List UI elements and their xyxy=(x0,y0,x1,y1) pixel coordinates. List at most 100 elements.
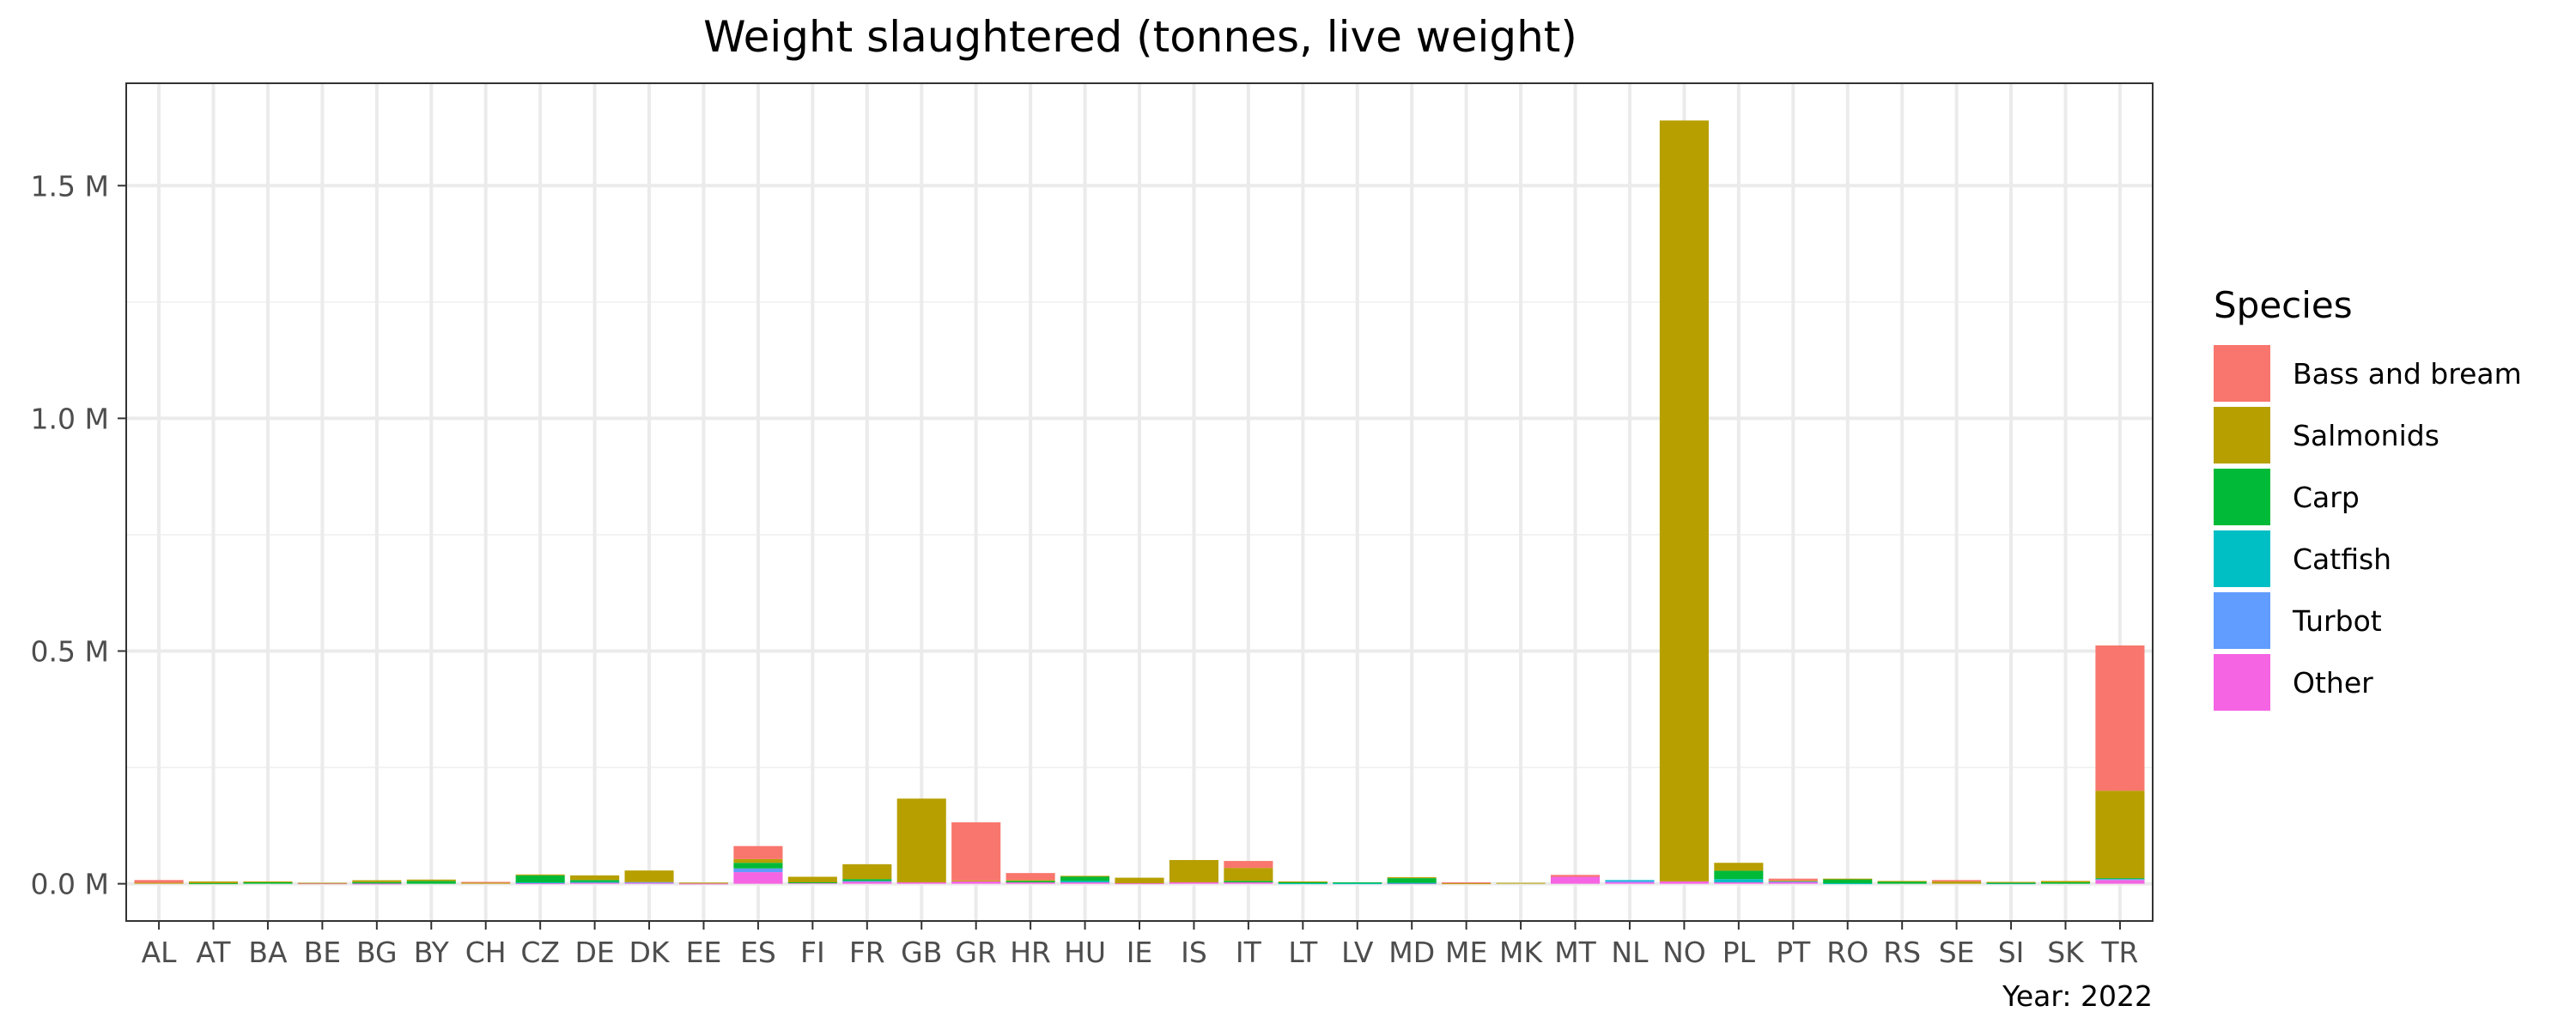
x-tick-label: NO xyxy=(1662,936,1706,969)
legend-title: Species xyxy=(2214,284,2353,326)
legend: Species Bass and bream Salmonids Carp Catfi… xyxy=(2214,284,2522,711)
bar-segment xyxy=(1442,883,1492,885)
bar-segment xyxy=(1550,876,1601,884)
bar-segment xyxy=(1224,861,1273,869)
bar-segment xyxy=(1005,881,1055,882)
bar-segment xyxy=(134,880,184,883)
x-tick-label: RS xyxy=(1883,936,1921,969)
bar-segment xyxy=(1714,882,1764,884)
bar-segment xyxy=(842,863,892,880)
bar-segment xyxy=(1387,878,1437,883)
bar-segment xyxy=(2095,645,2145,791)
bar-segment xyxy=(1333,882,1382,884)
x-tick-label: IS xyxy=(1181,936,1207,969)
x-tick-label: DK xyxy=(629,936,671,969)
x-tick-label: HR xyxy=(1010,936,1051,969)
legend-label: Other xyxy=(2293,666,2373,700)
bar-segment xyxy=(2095,879,2145,881)
bar-segment xyxy=(1115,877,1164,884)
bar-segment xyxy=(787,882,837,884)
bar-segment xyxy=(1768,882,1818,884)
bar-segment xyxy=(842,879,892,882)
x-tick-label: EE xyxy=(686,936,722,969)
grid-layer xyxy=(126,83,2153,921)
bar-segment xyxy=(1714,863,1764,871)
legend-key xyxy=(2214,407,2270,464)
x-tick-label: PT xyxy=(1776,936,1811,969)
x-tick-label: LT xyxy=(1288,936,1318,969)
legend-label: Bass and bream xyxy=(2293,357,2522,391)
x-tick-label: HU xyxy=(1064,936,1106,969)
x-tick-label: DE xyxy=(574,936,614,969)
x-tick-label: SK xyxy=(2047,936,2085,969)
x-tick-label: BE xyxy=(304,936,342,969)
bar-segment xyxy=(1442,882,1492,884)
bar-segment xyxy=(2040,881,2091,882)
bar-segment xyxy=(1714,870,1764,880)
bar-segment xyxy=(1823,878,1873,880)
bar-segment xyxy=(842,881,892,882)
y-tick-label: 1.5 M xyxy=(31,169,109,203)
bar-segment xyxy=(1005,873,1055,881)
bar-segment xyxy=(624,882,674,884)
x-axis: AL AT BA BE BG BY CH CZ DE DK EE ES FI FR GB GR HR HU IE IS… xyxy=(142,921,2138,969)
bar-segment xyxy=(1169,882,1218,884)
bar-segment xyxy=(1605,882,1655,884)
bar-segment xyxy=(787,876,837,882)
bar-segment xyxy=(1496,882,1546,884)
bar-segment xyxy=(733,863,783,869)
bar-segment xyxy=(896,882,946,884)
legend-label: Catfish xyxy=(2293,542,2391,576)
bar-segment xyxy=(515,875,565,882)
chart-title: Weight slaughtered (tonnes, live weight) xyxy=(703,12,1577,62)
bar-segment xyxy=(1986,882,2036,884)
bar-segment xyxy=(1224,881,1273,882)
bar-segment xyxy=(1605,881,1655,882)
bar-segment xyxy=(352,883,402,885)
x-tick-label: CH xyxy=(465,936,507,969)
x-tick-label: AL xyxy=(142,936,178,969)
bar-segment xyxy=(678,883,729,885)
bar-segment xyxy=(1224,882,1273,884)
x-tick-label: NL xyxy=(1611,936,1649,969)
bar-segment xyxy=(188,883,239,885)
bar-segment xyxy=(951,822,1001,881)
bar-segment xyxy=(515,883,565,885)
bar-segment xyxy=(1387,877,1437,879)
legend-key xyxy=(2214,530,2270,587)
y-tick-label: 0.5 M xyxy=(31,635,109,669)
bar-segment xyxy=(1387,882,1437,884)
bar-segment xyxy=(297,882,347,884)
bar-segment xyxy=(896,798,946,882)
x-tick-label: FI xyxy=(800,936,825,969)
bar-segment xyxy=(515,882,565,884)
bar-segment xyxy=(1278,882,1327,884)
bar-segment xyxy=(570,880,620,882)
bar-segment xyxy=(406,879,456,882)
bar-segment xyxy=(2040,882,2091,884)
bar-segment xyxy=(515,874,565,876)
x-tick-label: IE xyxy=(1127,936,1153,969)
x-tick-label: CZ xyxy=(520,936,560,969)
bar-segment xyxy=(1932,880,1982,882)
bar-segment xyxy=(678,882,729,884)
x-tick-label: ME xyxy=(1445,936,1487,969)
x-tick-label: LV xyxy=(1341,936,1374,969)
bar-segment xyxy=(1605,880,1655,882)
bar-segment xyxy=(1877,881,1927,884)
chart-caption: Year: 2022 xyxy=(2002,979,2153,1013)
bar-segment xyxy=(134,882,184,884)
bar-segment xyxy=(733,868,783,873)
x-tick-label: GB xyxy=(901,936,942,969)
bar-segment xyxy=(733,845,783,859)
bar-segment xyxy=(951,881,1001,884)
x-tick-label: MT xyxy=(1554,936,1596,969)
x-tick-label: MD xyxy=(1388,936,1435,969)
bar-segment xyxy=(951,880,1001,882)
bar-segment xyxy=(1550,875,1601,877)
bar-segment xyxy=(1224,868,1273,882)
bar-segment xyxy=(1333,883,1382,885)
bars-layer xyxy=(134,120,2145,885)
